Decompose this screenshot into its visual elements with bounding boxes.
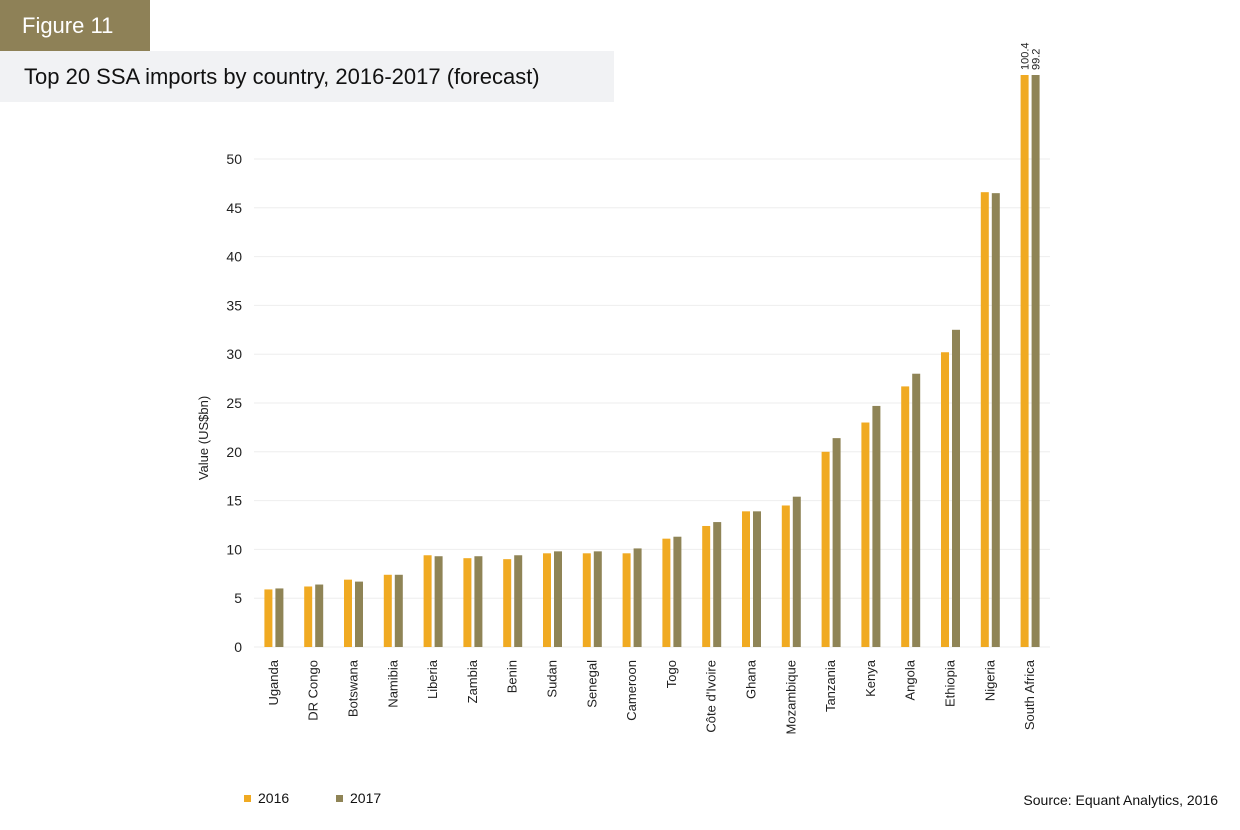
- bar-2016-benin: [503, 559, 512, 647]
- bar-2017-dr-congo: [315, 584, 324, 647]
- bar-2017-uganda: [275, 588, 284, 647]
- bar-2016-cameroon: [622, 553, 631, 647]
- y-tick-label: 35: [226, 297, 242, 313]
- y-tick-label: 45: [226, 200, 242, 216]
- bar-2016-sudan: [543, 553, 551, 647]
- x-tick-label: Mozambique: [783, 660, 798, 734]
- legend-swatch-2017: [336, 794, 343, 802]
- bar-2016-zambia: [463, 558, 472, 647]
- bar-2017-liberia: [434, 556, 443, 647]
- x-tick-label: Botswana: [346, 659, 361, 717]
- legend-item-2017: 2017: [336, 790, 428, 806]
- y-tick-label: 30: [226, 346, 242, 362]
- bar-2016-uganda: [264, 589, 273, 647]
- legend: 2016 2017: [244, 790, 428, 806]
- chart-title: Top 20 SSA imports by country, 2016-2017…: [0, 51, 614, 102]
- bar-2017-cameroon: [633, 548, 642, 647]
- y-axis-title: Value (US$bn): [196, 396, 211, 480]
- x-tick-label: Côte d'Ivoire: [704, 660, 719, 733]
- bar-2017-namibia: [394, 574, 403, 647]
- bar-2017-ghana: [753, 511, 761, 647]
- bar-2017-benin: [514, 555, 523, 647]
- bars: [264, 75, 1040, 647]
- bar-2016-mozambique: [781, 505, 790, 647]
- bar-2016-botswana: [344, 579, 352, 647]
- bar-2016-c-te-d-ivoire: [702, 525, 711, 647]
- bar-2016-ethiopia: [941, 352, 949, 647]
- figure-label: Figure 11: [0, 0, 150, 51]
- bar-2016-kenya: [861, 422, 870, 647]
- y-tick-label: 10: [226, 541, 242, 557]
- bar-2016-ghana: [742, 511, 750, 647]
- bar-2016-liberia: [423, 555, 432, 647]
- y-tick-label: 40: [226, 249, 242, 265]
- x-tick-label: Angola: [903, 659, 918, 700]
- x-tick-label: Liberia: [425, 659, 440, 699]
- bar-2017-senegal: [593, 551, 602, 647]
- legend-swatch-2016: [244, 794, 251, 802]
- bar-2017-sudan: [554, 551, 562, 647]
- bar-2016-south-africa: [1020, 75, 1029, 647]
- x-axis-labels: Uganda DR Congo Botswana Namibia Liberia Zamb…: [266, 659, 1037, 734]
- x-tick-label: Zambia: [465, 659, 480, 703]
- gridlines: [254, 158, 1050, 648]
- x-tick-label: Tanzania: [823, 659, 838, 712]
- data-label: 99.2: [1031, 49, 1043, 70]
- data-labels: 100.4 99.2: [1020, 42, 1043, 70]
- bar-2017-zambia: [474, 556, 483, 647]
- x-tick-label: Togo: [664, 660, 679, 688]
- y-axis-ticks: 0 5 10 15 20 25 30 35 40 45 50: [226, 151, 242, 655]
- bar-2017-togo: [673, 536, 682, 647]
- x-tick-label: Uganda: [266, 659, 281, 705]
- legend-item-2016: 2016: [244, 790, 336, 806]
- y-tick-label: 5: [234, 590, 242, 606]
- y-tick-label: 15: [226, 493, 242, 509]
- x-tick-label: Cameroon: [624, 660, 639, 721]
- bar-2017-nigeria: [991, 193, 1000, 647]
- bar-2017-kenya: [872, 405, 881, 647]
- bar-2017-south-africa: [1031, 75, 1040, 647]
- x-tick-label: Senegal: [584, 660, 599, 708]
- bar-2017-mozambique: [792, 496, 801, 647]
- bar-2016-tanzania: [821, 451, 830, 647]
- data-label: 100.4: [1020, 42, 1032, 70]
- legend-label-2017: 2017: [350, 790, 382, 806]
- x-tick-label: South Africa: [1022, 659, 1037, 730]
- x-tick-label: Ethiopia: [943, 659, 958, 707]
- bar-2017-botswana: [355, 581, 363, 647]
- x-tick-label: Benin: [505, 660, 520, 693]
- bar-2017-tanzania: [832, 438, 841, 647]
- y-tick-label: 50: [226, 151, 242, 167]
- bar-2017-c-te-d-ivoire: [713, 522, 722, 647]
- x-tick-label: Kenya: [863, 659, 878, 697]
- y-tick-label: 20: [226, 444, 242, 460]
- bar-2016-senegal: [582, 553, 591, 647]
- legend-label-2016: 2016: [258, 790, 290, 806]
- x-tick-label: Namibia: [385, 659, 400, 707]
- source-note: Source: Equant Analytics, 2016: [1023, 792, 1218, 808]
- bar-2017-ethiopia: [952, 329, 960, 647]
- bar-2016-togo: [662, 538, 671, 647]
- x-tick-label: Sudan: [545, 660, 560, 698]
- x-tick-label: Nigeria: [982, 659, 997, 701]
- x-tick-label: DR Congo: [306, 660, 321, 721]
- bar-2016-nigeria: [980, 192, 989, 647]
- bar-2016-angola: [901, 386, 910, 647]
- y-tick-label: 0: [234, 639, 242, 655]
- bar-2016-namibia: [383, 574, 392, 647]
- x-tick-label: Ghana: [744, 659, 759, 699]
- bar-2016-dr-congo: [304, 586, 313, 647]
- bar-2017-angola: [912, 373, 921, 647]
- y-tick-label: 25: [226, 395, 242, 411]
